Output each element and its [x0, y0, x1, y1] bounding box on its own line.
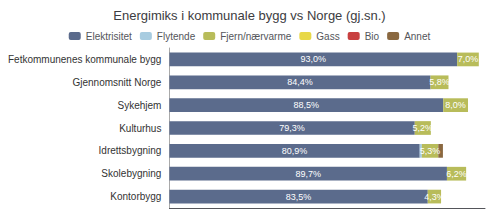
- svg-text:5,8%: 5,8%: [429, 77, 450, 87]
- svg-text:6,2%: 6,2%: [446, 169, 467, 179]
- svg-text:Annet: Annet: [404, 31, 430, 42]
- svg-text:Energimiks i kommunale bygg vs: Energimiks i kommunale bygg vs Norge (gj…: [113, 8, 385, 23]
- svg-text:Skolebygning: Skolebygning: [101, 168, 161, 179]
- svg-text:5,3%: 5,3%: [420, 146, 441, 156]
- svg-text:79,3%: 79,3%: [279, 123, 305, 133]
- svg-text:4,3%: 4,3%: [424, 192, 445, 202]
- svg-text:84,4%: 84,4%: [287, 77, 313, 87]
- svg-text:Kulturhus: Kulturhus: [119, 123, 161, 134]
- svg-text:80,9%: 80,9%: [282, 146, 308, 156]
- svg-text:5,2%: 5,2%: [413, 123, 434, 133]
- svg-text:88,5%: 88,5%: [294, 100, 320, 110]
- svg-text:8,0%: 8,0%: [445, 100, 466, 110]
- svg-text:93,0%: 93,0%: [301, 54, 327, 64]
- svg-text:Gass: Gass: [316, 31, 339, 42]
- svg-text:Sykehjem: Sykehjem: [118, 100, 162, 111]
- svg-text:Bio: Bio: [365, 31, 380, 42]
- svg-text:89,7%: 89,7%: [295, 169, 321, 179]
- svg-text:Fetkommunenes kommunale bygg: Fetkommunenes kommunale bygg: [8, 54, 161, 65]
- svg-text:Flytende: Flytende: [157, 31, 196, 42]
- svg-text:Kontorbygg: Kontorbygg: [110, 191, 161, 202]
- svg-text:Fjern/nærvarme: Fjern/nærvarme: [220, 31, 292, 42]
- svg-text:Gjennomsnitt Norge: Gjennomsnitt Norge: [72, 77, 161, 88]
- svg-text:7,0%: 7,0%: [458, 54, 479, 64]
- svg-text:83,5%: 83,5%: [286, 192, 312, 202]
- svg-text:Elektrisitet: Elektrisitet: [86, 31, 132, 42]
- svg-text:Idrettsbygning: Idrettsbygning: [99, 145, 162, 156]
